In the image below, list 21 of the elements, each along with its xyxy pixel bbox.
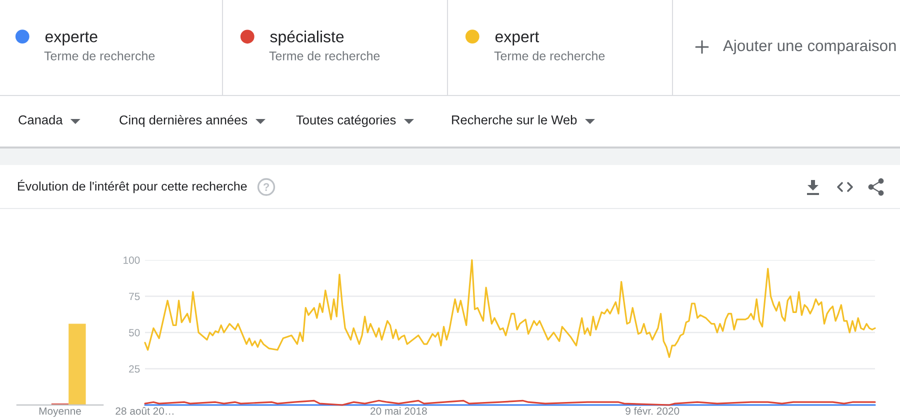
x-tick-label: Moyenne — [39, 407, 81, 417]
text: Terme de recherche — [269, 51, 380, 60]
y-tick-label: 50 — [128, 329, 140, 336]
text: Toutes catégories — [296, 114, 396, 128]
text: Évolution de l'intérêt pour cette recherche — [18, 180, 247, 194]
y-tick-label: 25 — [129, 365, 140, 373]
text: Cinq dernières années — [120, 114, 248, 128]
legend-label: spécialiste — [270, 30, 344, 46]
text: Terme de recherche — [494, 51, 605, 60]
y-tick-label: 75 — [129, 292, 140, 300]
x-tick-label: 28 août 20… — [116, 407, 174, 415]
x-tick-label: 20 mai 2018 — [370, 407, 427, 415]
line-series — [144, 259, 876, 358]
x-tick-label: 9 févr. 2020 — [626, 406, 680, 415]
legend-label: expert — [495, 32, 540, 46]
text: Ajouter une comparaison — [723, 40, 896, 54]
text: Canada — [18, 115, 63, 124]
y-tick-label: 100 — [124, 256, 140, 264]
text: Recherche sur le Web — [452, 115, 577, 124]
legend-label: experte — [45, 32, 98, 46]
text: Terme de recherche — [44, 51, 155, 60]
